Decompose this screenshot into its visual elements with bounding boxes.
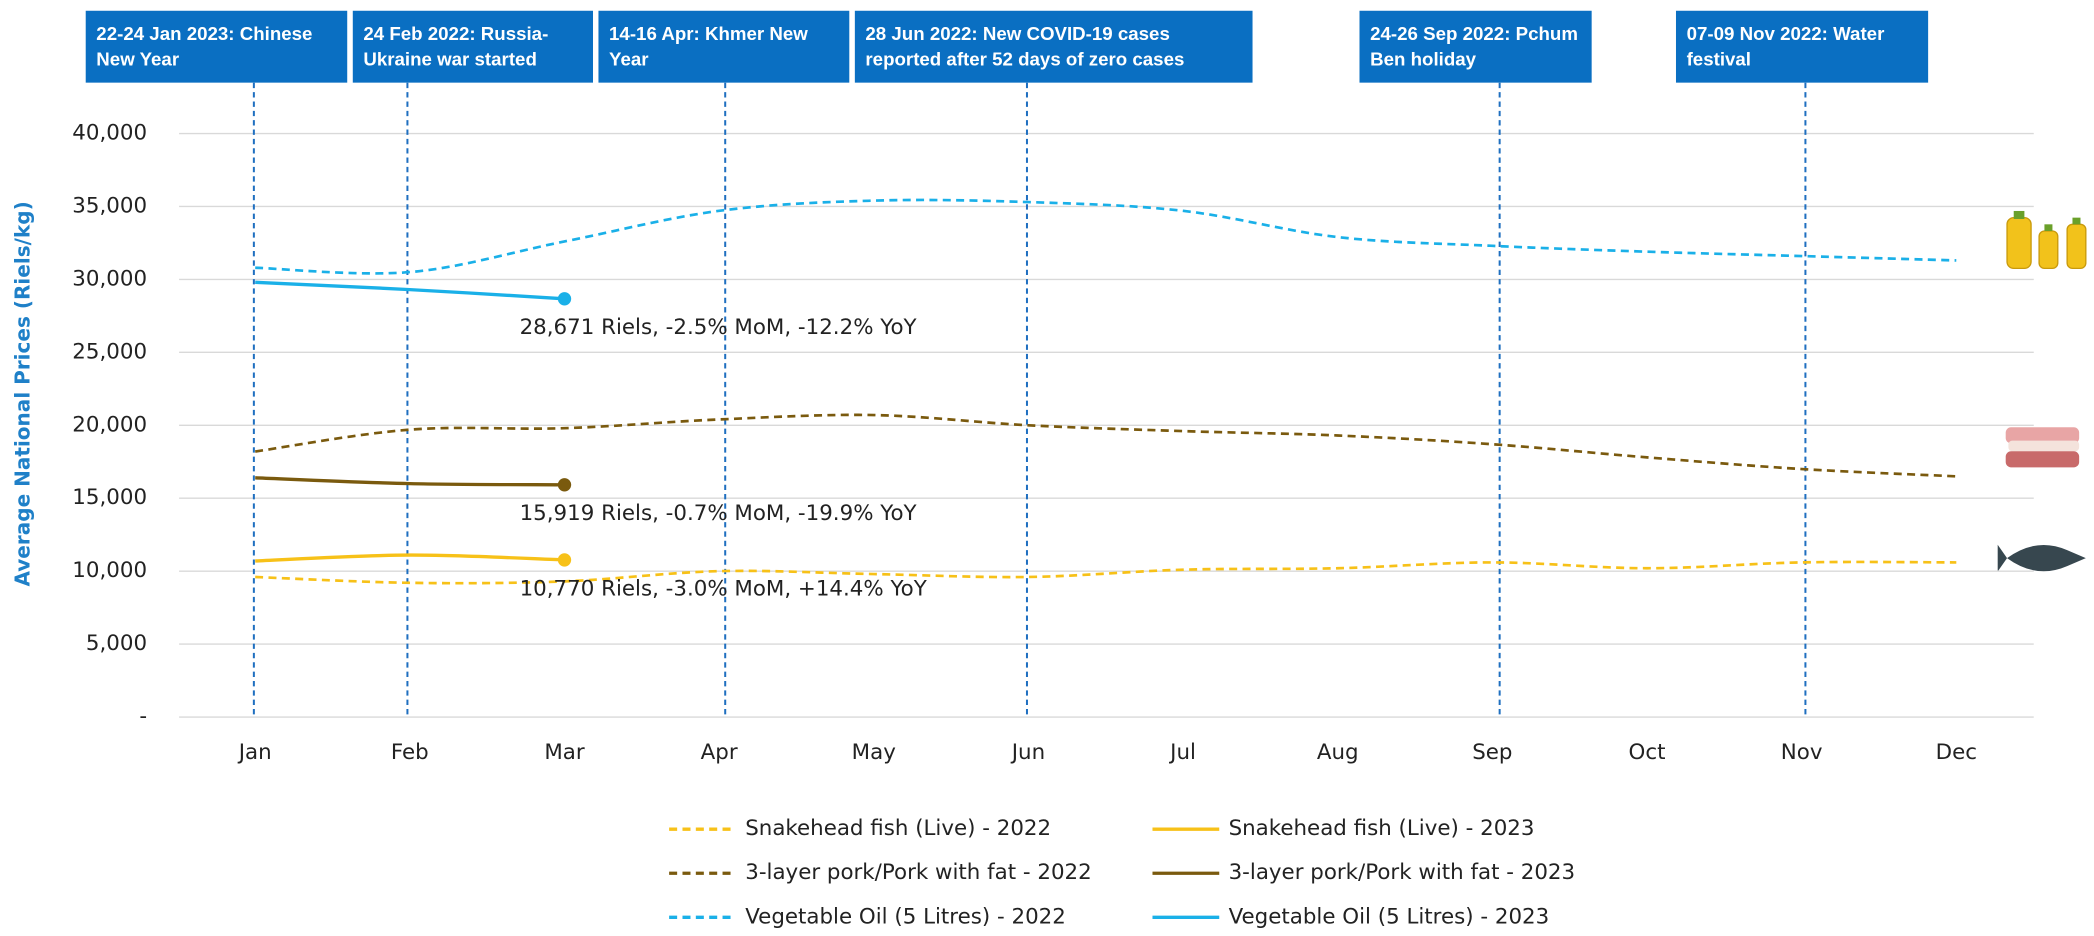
event-box: 14-16 Apr: Khmer New Year (598, 11, 849, 83)
y-tick-label: 15,000 (72, 485, 147, 510)
legend-label: 3-layer pork/Pork with fat - 2023 (1229, 860, 1576, 885)
x-tick-label: May (852, 740, 896, 765)
event-label: 14-16 Apr: Khmer New Year (598, 11, 849, 83)
series-line (255, 200, 1956, 273)
y-axis-title: Average National Prices (Riels/kg) (11, 201, 35, 586)
series-line (255, 415, 1956, 476)
x-tick-label: Jun (1010, 740, 1045, 765)
event-label: 24 Feb 2022: Russia-Ukraine war started (353, 11, 593, 83)
y-tick-label: 30,000 (72, 266, 147, 291)
event-label: 24-26 Sep 2022: Pchum Ben holiday (1359, 11, 1591, 83)
x-tick-label: Jan (237, 740, 272, 765)
legend-label: Snakehead fish (Live) - 2022 (745, 816, 1051, 841)
x-tick-label: Mar (544, 740, 585, 765)
series-line (255, 282, 564, 298)
event-box: 22-24 Jan 2023: Chinese New Year (86, 11, 348, 83)
y-tick-label: 20,000 (72, 412, 147, 437)
data-label: 28,671 Riels, -2.5% MoM, -12.2% YoY (520, 315, 918, 340)
x-tick-label: Aug (1317, 740, 1359, 765)
event-label: 28 Jun 2022: New COVID-19 cases reported… (855, 11, 1253, 83)
event-box: 24-26 Sep 2022: Pchum Ben holiday (1359, 11, 1591, 83)
y-tick-label: 10,000 (72, 558, 147, 583)
data-label: 10,770 Riels, -3.0% MoM, +14.4% YoY (520, 576, 928, 601)
y-tick-label: 40,000 (72, 121, 147, 146)
series-line (255, 555, 564, 561)
event-box: 24 Feb 2022: Russia-Ukraine war started (353, 11, 593, 83)
end-marker (558, 553, 571, 566)
y-tick-label: 5,000 (86, 631, 147, 656)
chart: Average National Prices (Riels/kg) - 5,00… (0, 0, 2094, 932)
icons (1998, 211, 2086, 572)
event-box: 28 Jun 2022: New COVID-19 cases reported… (855, 11, 1253, 83)
x-tick-label: Jul (1168, 740, 1196, 765)
x-tick-label: Feb (391, 740, 429, 765)
series-line (255, 562, 1956, 583)
y-tick-label: - (139, 704, 147, 729)
series-line (255, 478, 564, 485)
event-label: 22-24 Jan 2023: Chinese New Year (86, 11, 348, 83)
legend-label: Vegetable Oil (5 Litres) - 2022 (745, 904, 1066, 929)
x-tick-label: Sep (1472, 740, 1512, 765)
y-tick-label: 25,000 (72, 339, 147, 364)
legend-label: 3-layer pork/Pork with fat - 2022 (745, 860, 1092, 885)
legend-label: Vegetable Oil (5 Litres) - 2023 (1229, 904, 1550, 929)
x-tick-label: Apr (701, 740, 738, 765)
x-tick-label: Dec (1936, 740, 1977, 765)
x-tick-label: Nov (1781, 740, 1823, 765)
event-label: 07-09 Nov 2022: Water festival (1676, 11, 1928, 83)
y-tick-label: 35,000 (72, 193, 147, 218)
x-tick-label: Oct (1629, 740, 1666, 765)
end-marker (558, 478, 571, 491)
legend-label: Snakehead fish (Live) - 2023 (1229, 816, 1535, 841)
event-box: 07-09 Nov 2022: Water festival (1676, 11, 1928, 83)
data-label: 15,919 Riels, -0.7% MoM, -19.9% YoY (520, 501, 918, 526)
end-marker (558, 292, 571, 305)
